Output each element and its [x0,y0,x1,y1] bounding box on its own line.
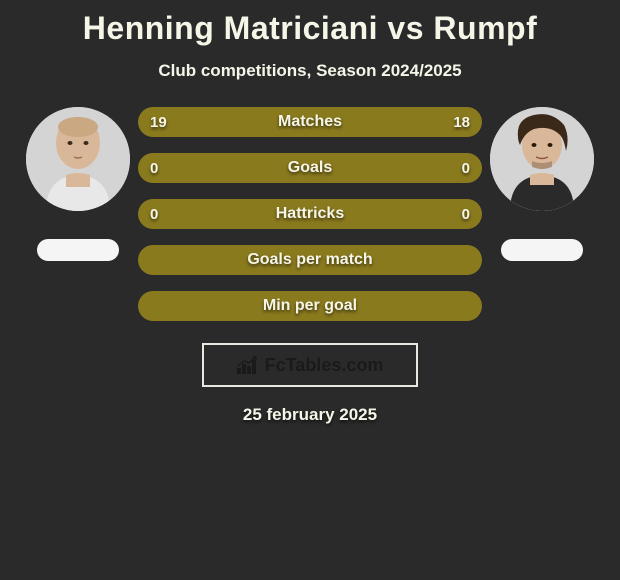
player-left-column [18,107,138,261]
player-right-avatar [490,107,594,211]
stat-label: Goals [288,159,332,177]
player-right-column [482,107,602,261]
page-title: Henning Matriciani vs Rumpf [83,10,537,47]
stat-left-value: 19 [150,114,167,131]
stat-label: Goals per match [247,251,372,269]
stat-label: Matches [278,113,342,131]
stat-right-value: 18 [453,114,470,131]
date: 25 february 2025 [243,405,377,425]
stat-right-value: 0 [462,206,470,223]
player-left-flag [37,239,119,261]
stat-left-value: 0 [150,206,158,223]
stat-label: Hattricks [276,205,344,223]
stat-left-value: 0 [150,160,158,177]
stat-bar-matches: 19 Matches 18 [138,107,482,137]
stat-bar-goals-per-match: Goals per match [138,245,482,275]
logo-text: FcTables.com [265,355,384,376]
avatar-left-icon [26,107,130,211]
comparison-area: 19 Matches 18 0 Goals 0 0 Hattricks 0 Go… [0,107,620,321]
chart-icon [237,356,259,374]
logo-box: FcTables.com [202,343,418,387]
subtitle: Club competitions, Season 2024/2025 [158,61,461,81]
stat-bar-hattricks: 0 Hattricks 0 [138,199,482,229]
comparison-card: Henning Matriciani vs Rumpf Club competi… [0,0,620,425]
stat-right-value: 0 [462,160,470,177]
stat-label: Min per goal [263,297,357,315]
player-left-avatar [26,107,130,211]
stat-bar-min-per-goal: Min per goal [138,291,482,321]
player-right-flag [501,239,583,261]
stats-column: 19 Matches 18 0 Goals 0 0 Hattricks 0 Go… [138,107,482,321]
avatar-right-icon [490,107,594,211]
stat-bar-goals: 0 Goals 0 [138,153,482,183]
